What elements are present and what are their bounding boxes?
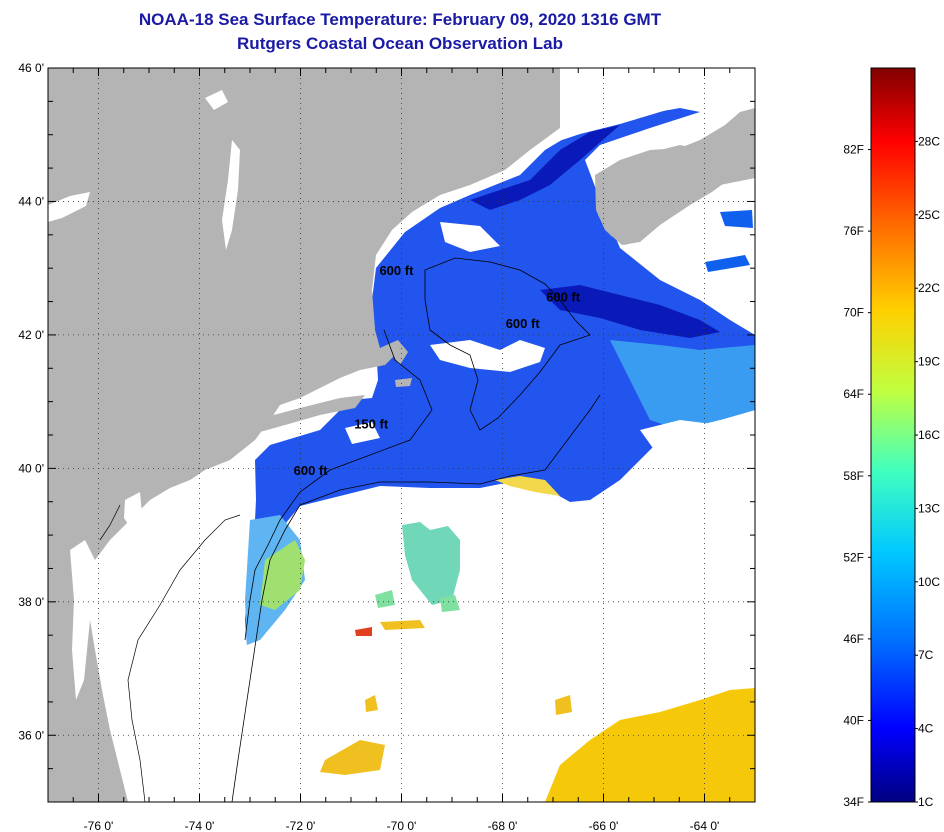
lake-ontario bbox=[48, 192, 90, 222]
cloud-mask bbox=[345, 422, 380, 444]
sst-slope-water bbox=[610, 340, 755, 430]
lon-tick-label: -66 0' bbox=[589, 819, 619, 832]
contour-label: 150 ft bbox=[354, 416, 389, 431]
land-long-island bbox=[255, 395, 365, 432]
lon-tick-label: -74 0' bbox=[185, 819, 215, 832]
contour-coastal bbox=[127, 514, 241, 802]
contour-600ft bbox=[231, 394, 601, 802]
contour-label: 600 ft bbox=[546, 290, 581, 305]
lon-tick-label: -72 0' bbox=[286, 819, 316, 832]
contour-label: 600 ft bbox=[294, 463, 329, 478]
colorbar-f-label: 58F bbox=[843, 469, 864, 483]
cloud-mask bbox=[440, 222, 500, 252]
colorbar-c-label: 7C bbox=[918, 648, 934, 662]
contour-label: 600 ft bbox=[506, 316, 541, 331]
colorbar-c-label: 22C bbox=[918, 281, 940, 295]
axis-ticks: 46 0' 44 0' 42 0' 40 0' 38 0' 36 0' -76 0' -74 … bbox=[18, 61, 756, 832]
land-cape-cod bbox=[380, 340, 408, 365]
map-title: NOAA-18 Sea Surface Temperature: Februar… bbox=[138, 10, 662, 29]
lat-tick-label: 44 0' bbox=[18, 194, 44, 208]
sst-shelf-edge-warm bbox=[495, 476, 560, 496]
land-nova-scotia bbox=[595, 108, 755, 245]
contour-600ft-gulf bbox=[424, 257, 591, 431]
lon-tick-label: -70 0' bbox=[387, 819, 417, 832]
cloud-mask bbox=[640, 420, 755, 470]
colorbar-f-label: 82F bbox=[843, 143, 864, 157]
colorbar-f-label: 40F bbox=[843, 713, 864, 727]
contour-150ft bbox=[244, 329, 433, 641]
sst-patch bbox=[375, 590, 395, 608]
chesapeake-bay bbox=[70, 540, 95, 700]
sst-patch bbox=[720, 210, 753, 228]
colorbar-c-label: 10C bbox=[918, 575, 940, 589]
land-nantucket bbox=[395, 378, 412, 387]
colorbar-f-label: 46F bbox=[843, 632, 864, 646]
contour-labels: 600 ft 600 ft 600 ft 150 ft 600 ft bbox=[294, 263, 581, 478]
colorbar-f-label: 76F bbox=[843, 224, 864, 238]
sst-cold-deep bbox=[540, 285, 720, 338]
colorbar-c-label: 13C bbox=[918, 501, 940, 515]
colorbar-f-label: 64F bbox=[843, 387, 864, 401]
sst-patch bbox=[355, 627, 372, 636]
delaware-bay bbox=[124, 492, 142, 530]
colorbar-c-label: 19C bbox=[918, 355, 940, 369]
lat-tick-label: 42 0' bbox=[18, 328, 44, 342]
sst-warm-patch bbox=[365, 695, 378, 712]
colorbar-labels: 82F 76F 70F 64F 58F 52F 46F 40F 34F 28C 25C 22C 19C 1… bbox=[843, 134, 940, 809]
contour-label: 600 ft bbox=[379, 263, 414, 278]
sst-cold-deep bbox=[470, 125, 620, 210]
sst-cold-region bbox=[245, 108, 755, 645]
sst-patch bbox=[402, 522, 460, 605]
colorbar-gradient bbox=[870, 67, 916, 803]
colorbar-f-label: 52F bbox=[843, 550, 864, 564]
sst-warm-region bbox=[545, 688, 755, 802]
st-lawrence-river bbox=[560, 90, 702, 140]
temperature-colorbar: 82F 76F 70F 64F 58F 52F 46F 40F 34F 28C 25C 22C 19C 1… bbox=[843, 67, 940, 809]
lat-tick-label: 36 0' bbox=[18, 728, 44, 742]
lake-patch bbox=[205, 90, 228, 110]
sst-patch bbox=[380, 620, 425, 630]
colorbar-c-label: 28C bbox=[918, 134, 940, 148]
lon-tick-label: -68 0' bbox=[488, 819, 518, 832]
colorbar-c-label: 1C bbox=[918, 795, 934, 809]
lat-tick-label: 38 0' bbox=[18, 595, 44, 609]
sst-patch bbox=[705, 255, 750, 272]
colorbar-c-label: 16C bbox=[918, 428, 940, 442]
sst-warm-patch bbox=[320, 740, 385, 775]
lon-tick-label: -64 0' bbox=[690, 819, 720, 832]
colorbar-c-label: 25C bbox=[918, 208, 940, 222]
contour-coastal bbox=[99, 504, 121, 541]
sst-patch bbox=[440, 595, 460, 612]
colorbar-f-label: 70F bbox=[843, 306, 864, 320]
colorbar-f-label: 34F bbox=[843, 795, 864, 809]
lon-tick-label: -76 0' bbox=[84, 819, 114, 832]
colorbar-c-label: 4C bbox=[918, 722, 934, 736]
lat-tick-label: 40 0' bbox=[18, 461, 44, 475]
sst-warm-patch bbox=[555, 695, 572, 715]
sst-map: 46 0' 44 0' 42 0' 40 0' 38 0' 36 0' -76 0' -74 … bbox=[18, 61, 756, 832]
lat-tick-label: 46 0' bbox=[18, 61, 44, 75]
land-mainland bbox=[48, 68, 755, 802]
map-subtitle: Rutgers Coastal Ocean Observation Lab bbox=[237, 34, 563, 53]
lake-champlain bbox=[222, 140, 240, 250]
cloud-mask bbox=[430, 340, 545, 372]
